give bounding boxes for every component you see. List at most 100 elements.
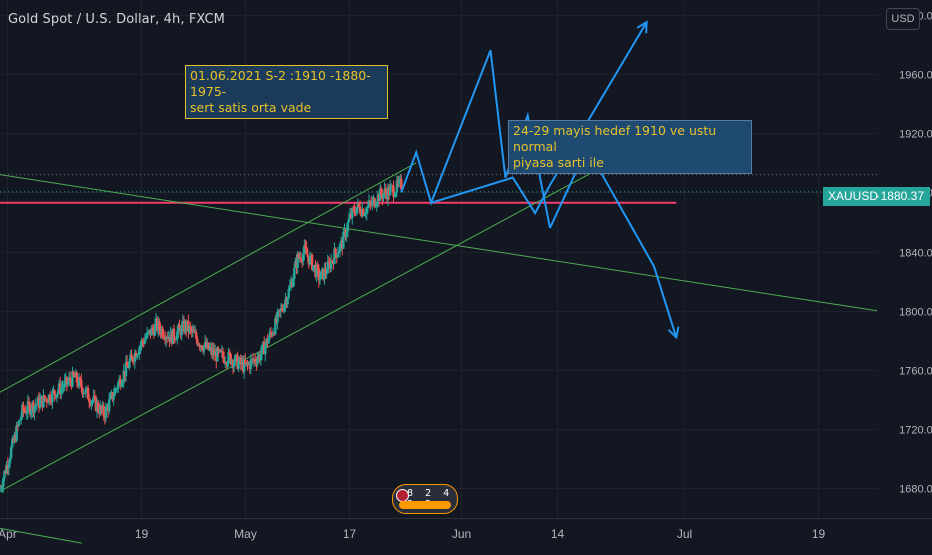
candle-body bbox=[367, 201, 371, 206]
candle-body bbox=[208, 348, 211, 350]
candle-body bbox=[109, 395, 112, 400]
candle-body bbox=[236, 354, 239, 369]
candle-body bbox=[380, 188, 383, 195]
candle-body bbox=[53, 390, 56, 395]
candle-body bbox=[364, 213, 367, 215]
candle-body bbox=[66, 381, 70, 385]
candle-body bbox=[108, 399, 111, 411]
candle-body bbox=[87, 399, 91, 403]
candle-body bbox=[384, 189, 387, 193]
x-tick-label: Jul bbox=[677, 527, 692, 541]
candle-body bbox=[228, 351, 231, 355]
candle-body bbox=[2, 478, 5, 487]
candle-body bbox=[299, 257, 303, 261]
candle-body bbox=[286, 297, 289, 305]
candle-body bbox=[9, 447, 13, 459]
candle-body bbox=[116, 382, 120, 389]
candle-body bbox=[293, 267, 296, 279]
candle-body bbox=[150, 327, 153, 336]
price-tag-symbol: XAUUSD bbox=[828, 189, 879, 203]
candle-body bbox=[310, 254, 314, 270]
events-badge[interactable]: 8 2 4 3 2 bbox=[392, 484, 458, 514]
candle-body bbox=[62, 387, 65, 389]
candle-body bbox=[232, 362, 236, 368]
candle-body bbox=[161, 328, 164, 337]
candle-body bbox=[392, 186, 395, 197]
candle-body bbox=[7, 463, 11, 469]
candle-body bbox=[304, 245, 307, 249]
x-tick-label: 14 bbox=[551, 527, 565, 541]
candle-body bbox=[96, 402, 100, 411]
candle-body bbox=[113, 389, 117, 396]
candle-body bbox=[27, 401, 31, 405]
candle-body bbox=[276, 311, 279, 323]
candle-body bbox=[147, 331, 150, 333]
candle-body bbox=[104, 406, 108, 419]
candle-body bbox=[45, 398, 49, 403]
candle-body bbox=[375, 203, 379, 206]
candle-body bbox=[315, 265, 318, 277]
candle-body bbox=[24, 410, 27, 414]
candle-body bbox=[268, 332, 271, 339]
candle-body bbox=[306, 254, 309, 257]
candle-body bbox=[172, 328, 176, 340]
trendline-lower-descending bbox=[0, 527, 82, 544]
candle-body bbox=[334, 248, 337, 254]
candle-body bbox=[229, 354, 232, 364]
candle-body bbox=[0, 488, 3, 490]
candle-body bbox=[192, 330, 196, 333]
candle-body bbox=[55, 393, 59, 399]
candle-body bbox=[357, 202, 361, 207]
candle-body bbox=[92, 396, 95, 401]
y-tick-label: 1760.00 bbox=[899, 366, 932, 378]
candle-body bbox=[80, 380, 83, 388]
candle-body bbox=[131, 356, 134, 361]
candle-body bbox=[112, 395, 115, 400]
annotation-note-2[interactable]: 24-29 mayis hedef 1910 ve ustu normal pi… bbox=[508, 120, 752, 174]
y-tick-label: 1840.00 bbox=[899, 248, 932, 260]
candle-body bbox=[138, 347, 141, 354]
price-tag-separator: · bbox=[876, 189, 880, 203]
candle-body bbox=[28, 404, 32, 415]
candle-body bbox=[363, 214, 366, 216]
candle-body bbox=[256, 358, 259, 365]
candle-body bbox=[145, 332, 149, 338]
candle-body bbox=[63, 380, 66, 388]
candle-body bbox=[35, 404, 38, 406]
candle-body bbox=[400, 179, 403, 190]
candle-body bbox=[77, 377, 81, 387]
candle-body bbox=[19, 416, 23, 420]
y-tick-label: 1920.00 bbox=[899, 129, 932, 141]
candle-body bbox=[81, 387, 84, 395]
candle-body bbox=[33, 405, 36, 413]
candle-body bbox=[239, 357, 243, 365]
candle-body bbox=[151, 327, 154, 330]
candle-body bbox=[125, 361, 129, 367]
candle-body bbox=[84, 388, 88, 394]
candle-body bbox=[244, 360, 247, 365]
candle-body bbox=[351, 208, 354, 218]
candle-body bbox=[323, 268, 326, 280]
candle-body bbox=[143, 339, 147, 344]
candle-body bbox=[153, 323, 157, 336]
candle-body bbox=[303, 245, 306, 254]
candle-body bbox=[130, 354, 133, 357]
candle-body bbox=[246, 362, 249, 365]
candle-body bbox=[292, 278, 295, 287]
candle-body bbox=[141, 340, 144, 343]
candle-body bbox=[329, 260, 333, 269]
candle-body bbox=[102, 405, 105, 417]
candle-body bbox=[86, 387, 90, 400]
x-tick-label: 17 bbox=[343, 527, 357, 541]
candle-body bbox=[83, 393, 86, 395]
annotation-note-1[interactable]: 01.06.2021 S-2 :1910 -1880-1975- sert sa… bbox=[185, 65, 388, 119]
price-axis-bg bbox=[877, 0, 932, 550]
candle-body bbox=[316, 265, 319, 269]
currency-button[interactable]: USD bbox=[886, 8, 920, 30]
candle-body bbox=[195, 332, 198, 339]
candle-body bbox=[79, 377, 82, 381]
candle-body bbox=[129, 354, 132, 362]
projection-path bbox=[400, 49, 551, 229]
